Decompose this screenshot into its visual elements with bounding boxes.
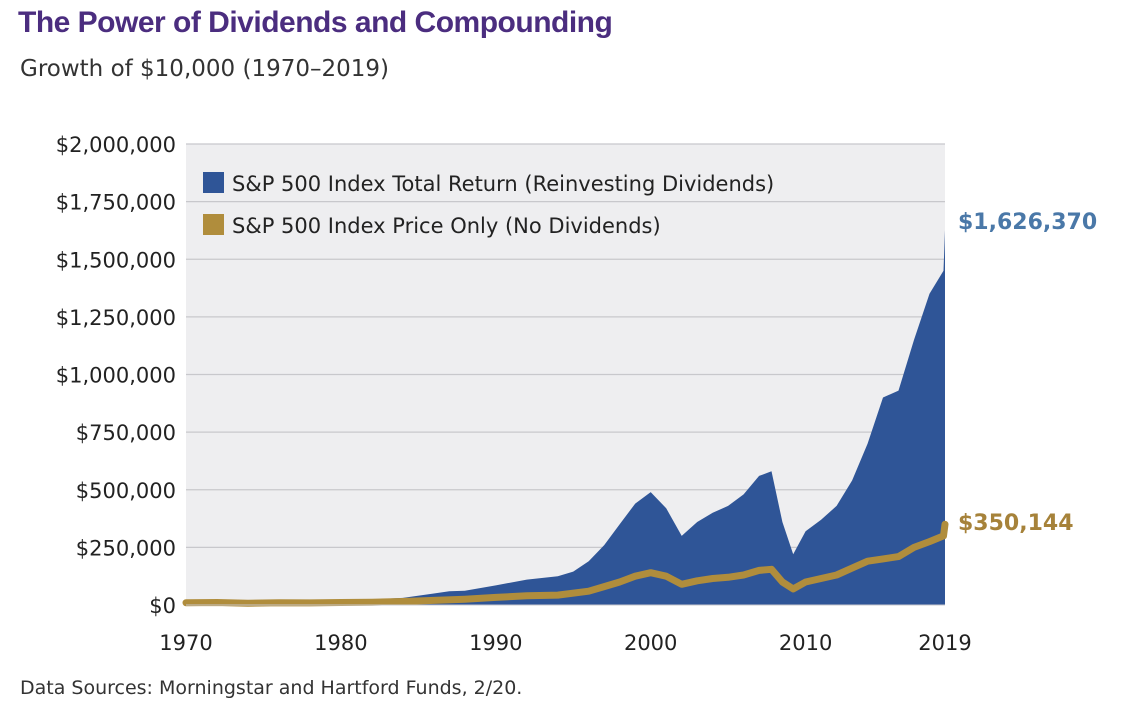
y-tick-label: $500,000 xyxy=(76,479,176,503)
y-tick-label: $2,000,000 xyxy=(56,133,176,157)
y-tick-label: $1,750,000 xyxy=(56,191,176,215)
end-label-total-return: $1,626,370 xyxy=(958,210,1097,235)
x-tick-label: 2000 xyxy=(624,631,677,655)
chart-subtitle: Growth of $10,000 (1970–2019) xyxy=(20,56,389,82)
x-tick-label: 1980 xyxy=(314,631,367,655)
legend-swatch-total-return xyxy=(203,172,224,193)
y-tick-label: $750,000 xyxy=(76,421,176,445)
y-axis-ticks: $0 $250,000 $500,000 $750,000 $1,000,000 $1,2… xyxy=(56,133,176,618)
data-source-note: Data Sources: Morningstar and Hartford F… xyxy=(20,677,523,699)
y-tick-label: $1,250,000 xyxy=(56,306,176,330)
series-layer xyxy=(182,230,949,607)
legend-swatch-price-only xyxy=(203,214,224,235)
chart-title: The Power of Dividends and Compounding xyxy=(18,6,613,39)
end-label-price-only: $350,144 xyxy=(958,511,1074,536)
x-tick-label: 1970 xyxy=(159,631,212,655)
series-area-total-return xyxy=(186,230,945,605)
y-tick-label: $0 xyxy=(149,594,176,618)
x-tick-label: 2019 xyxy=(918,631,971,655)
series-line-price-only xyxy=(182,520,949,607)
legend-label-total-return: S&P 500 Index Total Return (Reinvesting … xyxy=(232,172,774,196)
y-tick-label: $250,000 xyxy=(76,536,176,560)
x-tick-label: 1990 xyxy=(469,631,522,655)
y-tick-label: $1,000,000 xyxy=(56,364,176,388)
x-tick-label: 2010 xyxy=(779,631,832,655)
legend-label-price-only: S&P 500 Index Price Only (No Dividends) xyxy=(232,214,661,238)
x-axis-ticks: 1970 1980 1990 2000 2010 2019 xyxy=(159,631,971,655)
y-tick-label: $1,500,000 xyxy=(56,248,176,272)
legend: S&P 500 Index Total Return (Reinvesting … xyxy=(203,172,774,238)
